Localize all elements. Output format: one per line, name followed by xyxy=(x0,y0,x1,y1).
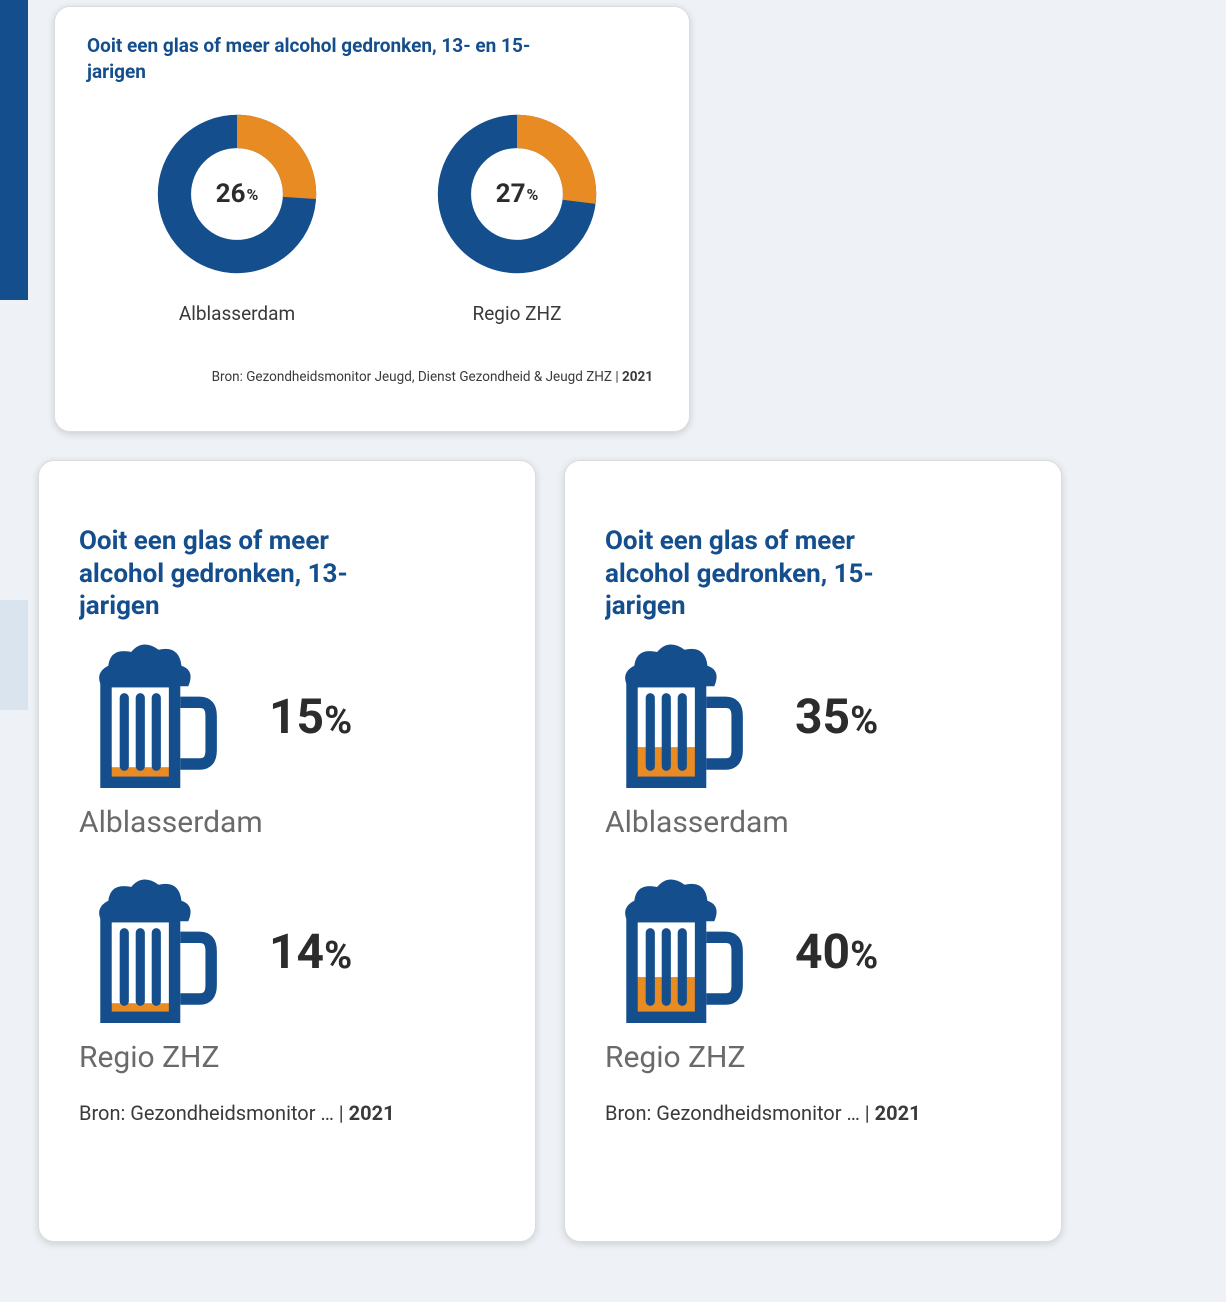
source-line: Bron: Gezondheidsmonitor … | 2021 xyxy=(79,1101,495,1125)
stat-row-alblasserdam: 15% xyxy=(79,631,495,801)
stat-value: 35% xyxy=(795,688,878,745)
stat-label: Alblasserdam xyxy=(79,805,495,840)
beer-mug-icon xyxy=(79,866,229,1036)
card-alcohol-15: Ooit een glas of meer alcohol gedronken,… xyxy=(564,460,1062,1242)
card-alcohol-13-15: Ooit een glas of meer alcohol gedronken,… xyxy=(54,6,690,432)
donut-chart: 26% xyxy=(147,104,327,284)
beer-mug-icon xyxy=(605,866,755,1036)
page-accent-bar xyxy=(0,0,28,300)
donut-center-value: 27% xyxy=(427,104,607,284)
stat-value: 15% xyxy=(269,688,352,745)
donut-alblasserdam: 26% Alblasserdam xyxy=(127,104,347,325)
card-title: Ooit een glas of meer alcohol gedronken,… xyxy=(605,525,945,623)
page-accent-bar-light xyxy=(0,600,28,710)
source-line: Bron: Gezondheidsmonitor … | 2021 xyxy=(605,1101,1021,1125)
stat-row-alblasserdam: 35% xyxy=(605,631,1021,801)
stat-label: Regio ZHZ xyxy=(605,1040,1021,1075)
donut-center-value: 26% xyxy=(147,104,327,284)
donut-row: 26% Alblasserdam 27% Regio ZHZ xyxy=(127,104,657,325)
stat-value: 40% xyxy=(795,923,878,980)
donut-label: Alblasserdam xyxy=(179,302,295,325)
card-alcohol-13: Ooit een glas of meer alcohol gedronken,… xyxy=(38,460,536,1242)
donut-regio-zhz: 27% Regio ZHZ xyxy=(407,104,627,325)
stat-label: Alblasserdam xyxy=(605,805,1021,840)
card-title: Ooit een glas of meer alcohol gedronken,… xyxy=(79,525,419,623)
beer-mug-icon xyxy=(79,631,229,801)
source-line: Bron: Gezondheidsmonitor Jeugd, Dienst G… xyxy=(87,369,657,385)
donut-chart: 27% xyxy=(427,104,607,284)
stat-label: Regio ZHZ xyxy=(79,1040,495,1075)
card-title: Ooit een glas of meer alcohol gedronken,… xyxy=(87,33,547,84)
stat-row-regio-zhz: 14% xyxy=(79,866,495,1036)
donut-label: Regio ZHZ xyxy=(473,302,562,325)
beer-mug-icon xyxy=(605,631,755,801)
stat-row-regio-zhz: 40% xyxy=(605,866,1021,1036)
stat-value: 14% xyxy=(269,923,352,980)
